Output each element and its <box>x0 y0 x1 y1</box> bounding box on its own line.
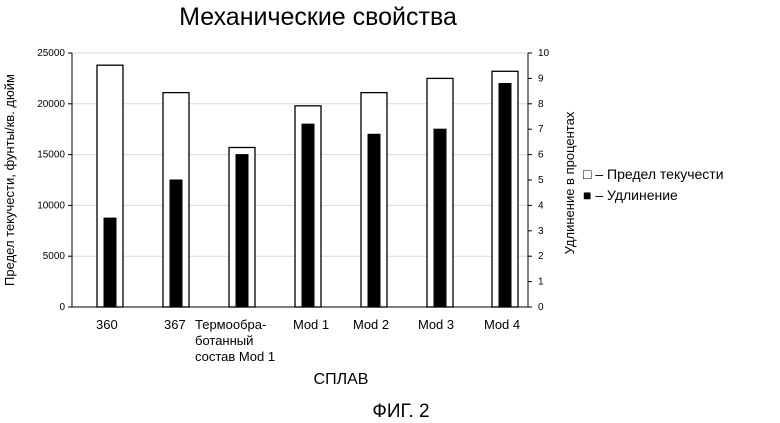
category-label: Mod 4 <box>484 317 520 333</box>
right-tick-label: 5 <box>538 175 544 186</box>
category-label-line: Термообра- <box>195 317 275 333</box>
bar-elongation <box>302 124 314 307</box>
category-label: 367 <box>164 317 186 333</box>
left-tick-label: 0 <box>59 302 65 313</box>
left-tick-label: 20000 <box>37 99 65 110</box>
x-axis-label: СПЛАВ <box>314 371 369 388</box>
category-label-line: Mod 2 <box>353 317 389 333</box>
right-tick-label: 0 <box>538 302 544 313</box>
left-tick-label: 25000 <box>37 48 65 59</box>
left-axis-label: Предел текучести, фунты/кв. дюйм <box>2 74 17 286</box>
category-label-line: 367 <box>164 317 186 333</box>
category-label-line: Mod 1 <box>293 317 329 333</box>
bar-elongation <box>236 155 248 307</box>
right-axis-label: Удлинение в процентах <box>562 111 577 254</box>
bar-elongation <box>104 218 116 307</box>
bars <box>97 65 518 307</box>
bar-elongation <box>434 129 446 307</box>
right-tick-label: 9 <box>538 73 544 84</box>
right-tick-label: 1 <box>538 277 544 288</box>
right-tick-label: 8 <box>538 99 544 110</box>
category-label: Mod 1 <box>293 317 329 333</box>
right-tick-label: 2 <box>538 251 544 262</box>
legend-item-yield-strength: □ – Предел текучести <box>583 166 724 182</box>
left-tick-label: 10000 <box>37 200 65 211</box>
left-tick-label: 15000 <box>37 150 65 161</box>
right-tick-label: 7 <box>538 124 544 135</box>
category-label: Mod 3 <box>418 317 454 333</box>
category-label: Mod 2 <box>353 317 389 333</box>
category-label-line: Mod 3 <box>418 317 454 333</box>
legend-label-elongation: ■ – Удлинение <box>583 187 678 203</box>
right-axis-ticks: 0 1 2 3 4 5 6 7 8 9 10 <box>528 48 550 313</box>
category-label-line: ботанный <box>195 333 275 349</box>
left-tick-label: 5000 <box>43 251 66 262</box>
figure-caption: ФИГ. 2 <box>372 401 429 422</box>
category-label-line: состав Mod 1 <box>195 349 275 365</box>
legend-item-elongation: ■ – Удлинение <box>583 187 678 203</box>
bar-elongation <box>499 83 511 307</box>
right-tick-label: 6 <box>538 150 544 161</box>
category-label: 360 <box>96 317 118 333</box>
right-tick-label: 4 <box>538 200 544 211</box>
right-tick-label: 3 <box>538 226 544 237</box>
right-tick-label: 10 <box>538 48 550 59</box>
category-label: Термообра-ботанныйсостав Mod 1 <box>195 317 275 365</box>
category-label-line: 360 <box>96 317 118 333</box>
left-axis-ticks: 0 5000 10000 15000 20000 25000 <box>37 48 72 313</box>
legend-label-yield-strength: □ – Предел текучести <box>583 166 724 182</box>
bar-elongation <box>368 134 380 307</box>
bar-elongation <box>170 180 182 307</box>
chart-title: Механические свойства <box>179 3 457 31</box>
category-label-line: Mod 4 <box>484 317 520 333</box>
